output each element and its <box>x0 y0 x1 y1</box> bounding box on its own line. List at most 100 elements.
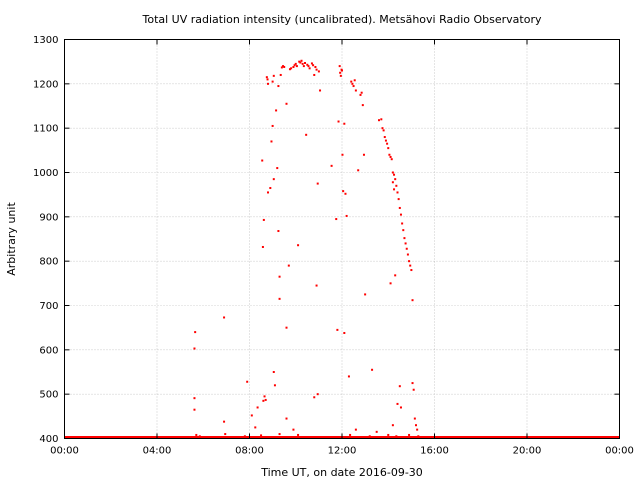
data-point-124 <box>389 155 392 158</box>
data-point-51 <box>294 62 297 65</box>
data-point-130 <box>396 191 399 194</box>
y-tick-label-1: 500 <box>39 390 58 401</box>
data-point-97 <box>345 214 348 217</box>
data-point-31 <box>272 178 275 181</box>
data-point-59 <box>304 61 306 64</box>
y-tick-label-4: 800 <box>39 257 58 268</box>
data-point-94 <box>343 122 346 125</box>
y-tick-label-3: 700 <box>39 301 58 312</box>
data-point-87 <box>338 65 341 68</box>
data-point-103 <box>353 79 356 82</box>
data-point-84 <box>335 218 338 221</box>
data-point-121 <box>386 142 389 145</box>
data-point-105 <box>354 428 357 431</box>
data-point-19 <box>262 399 265 402</box>
data-point-71 <box>319 89 322 92</box>
axis-ticks: 400 500 600 700 800 900 1000 1100 1200 1300 00:00 0… <box>33 35 634 457</box>
data-point-158 <box>417 435 420 438</box>
data-point-106 <box>357 169 360 172</box>
data-point-30 <box>272 74 275 77</box>
data-point-66 <box>313 73 316 76</box>
y-tick-label-8: 1200 <box>33 79 58 90</box>
data-point-65 <box>312 64 315 67</box>
data-point-53 <box>297 244 300 247</box>
data-point-125 <box>390 158 393 161</box>
data-point-12 <box>250 414 253 417</box>
data-point-114 <box>375 430 378 433</box>
data-point-141 <box>409 264 412 267</box>
data-point-16 <box>261 159 264 162</box>
y-tick-label-5: 900 <box>39 212 58 223</box>
data-point-85 <box>336 328 339 331</box>
data-point-45 <box>285 326 288 329</box>
data-point-122 <box>387 147 390 150</box>
x-tick-label-6: 00:00 <box>605 446 634 457</box>
data-point-35 <box>276 167 279 170</box>
data-point-161 <box>387 433 390 436</box>
data-point-61 <box>306 63 309 66</box>
data-point-134 <box>401 222 404 225</box>
x-axis-label: Time UT, on date 2016-09-30 <box>260 466 423 479</box>
data-point-14 <box>256 406 259 409</box>
data-point-136 <box>403 237 406 240</box>
data-point-83 <box>330 164 333 167</box>
data-point-128 <box>394 178 397 181</box>
data-point-119 <box>383 136 386 139</box>
data-point-86 <box>337 120 340 123</box>
x-tick-label-5: 20:00 <box>513 446 542 457</box>
data-point-135 <box>402 229 405 232</box>
x-tick-label-2: 08:00 <box>235 446 264 457</box>
data-point-78 <box>292 428 295 431</box>
data-point-7 <box>223 420 226 423</box>
data-point-34 <box>275 109 278 112</box>
data-point-6 <box>223 316 226 319</box>
data-point-62 <box>307 65 310 68</box>
data-point-156 <box>415 424 417 427</box>
chart-title: Total UV radiation intensity (uncalibrat… <box>142 13 542 26</box>
data-point-138 <box>405 247 408 250</box>
data-point-57 <box>301 62 304 65</box>
data-point-77 <box>285 417 288 420</box>
data-point-28 <box>271 124 274 127</box>
data-point-60 <box>305 133 308 136</box>
data-point-33 <box>273 384 276 387</box>
data-point-126 <box>391 171 394 174</box>
data-point-107 <box>359 93 362 96</box>
data-point-15 <box>260 434 263 437</box>
data-point-117 <box>381 127 384 130</box>
data-point-110 <box>362 153 365 156</box>
data-point-54 <box>298 60 301 63</box>
data-point-58 <box>302 65 305 68</box>
data-point-127 <box>393 173 396 176</box>
data-point-147 <box>394 274 397 277</box>
data-point-2 <box>193 397 196 400</box>
data-point-129 <box>395 184 398 187</box>
data-point-10 <box>243 435 246 438</box>
y-tick-label-9: 1300 <box>33 35 58 46</box>
data-point-68 <box>315 68 318 71</box>
data-point-131 <box>397 198 400 201</box>
data-point-157 <box>416 428 419 431</box>
data-point-88 <box>339 71 342 74</box>
data-point-21 <box>264 398 267 401</box>
data-point-13 <box>254 426 257 429</box>
data-point-112 <box>368 435 371 438</box>
data-point-41 <box>280 66 283 69</box>
x-tick-label-1: 04:00 <box>143 446 172 457</box>
data-point-132 <box>398 206 401 209</box>
data-point-47 <box>288 68 291 71</box>
data-point-96 <box>344 192 347 195</box>
data-point-79 <box>297 433 300 436</box>
data-point-133 <box>399 213 402 216</box>
data-point-116 <box>380 118 383 121</box>
data-point-49 <box>292 65 295 68</box>
data-point-91 <box>341 69 343 72</box>
data-point-109 <box>361 104 364 107</box>
data-point-17 <box>261 245 264 248</box>
data-point-32 <box>272 371 275 373</box>
data-point-102 <box>352 85 355 88</box>
data-point-56 <box>300 59 303 62</box>
data-point-63 <box>308 67 311 70</box>
data-point-99 <box>349 433 352 436</box>
data-point-159 <box>418 436 421 439</box>
